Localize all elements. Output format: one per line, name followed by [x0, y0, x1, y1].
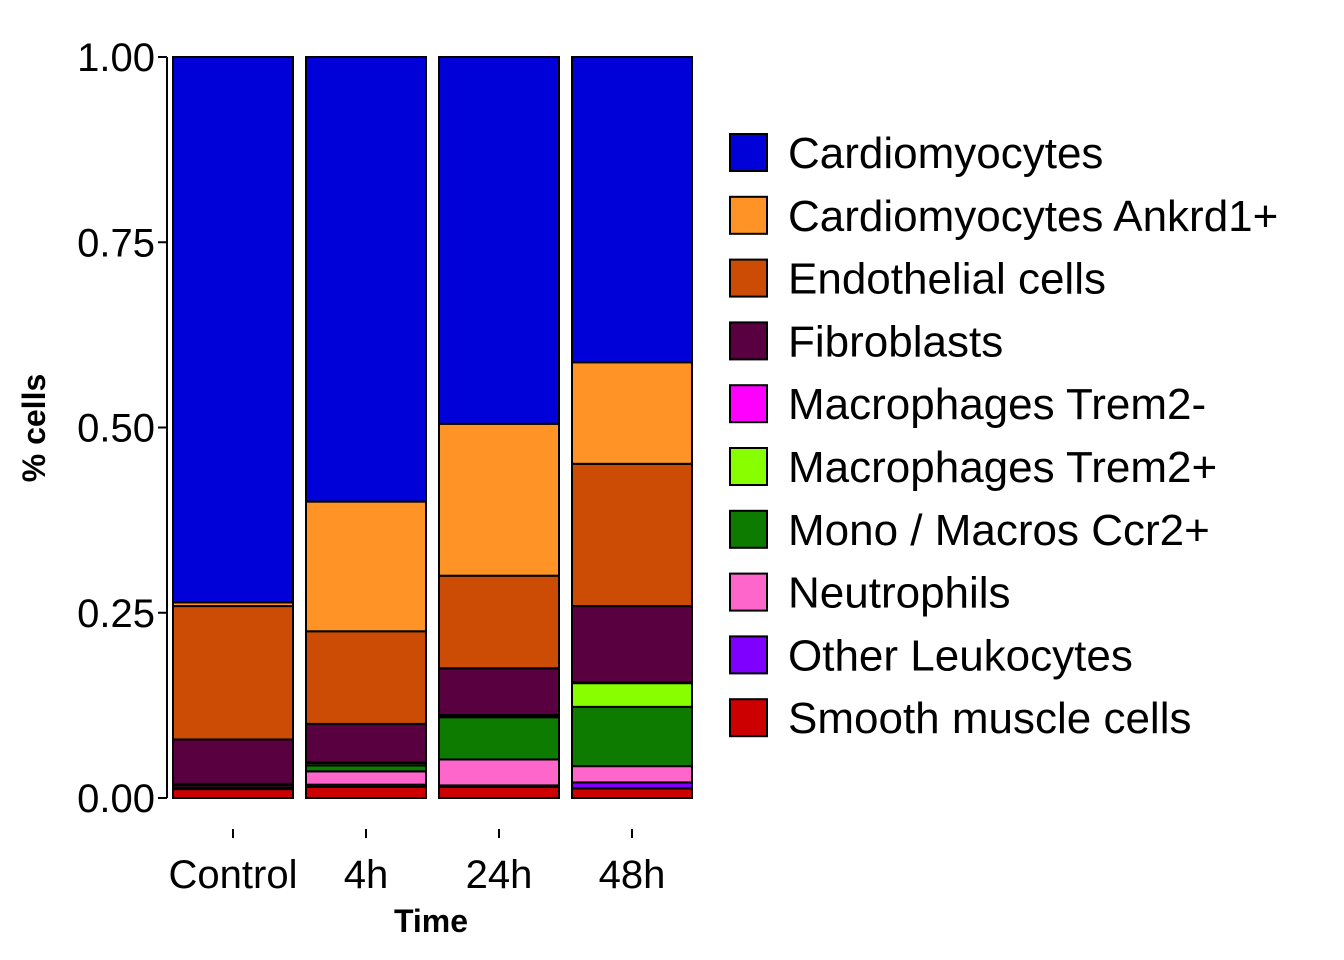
bar-segment-cardiomyocytes — [571, 56, 693, 364]
bar-stack-4h — [305, 56, 427, 800]
y-tick-label: 0.75 — [77, 221, 155, 265]
bar-segment-fibroblasts — [571, 605, 693, 684]
legend-label: Macrophages Trem2+ — [788, 443, 1217, 492]
bar-segment-cardiomyocytes — [305, 56, 427, 503]
bar-stack-48h — [571, 56, 693, 800]
bar-segment-neutrophils — [305, 770, 427, 786]
x-tick-label: 24h — [466, 853, 533, 897]
y-tick-label: 0.25 — [77, 592, 155, 636]
legend-item-smooth-muscle-cells: Smooth muscle cells — [729, 694, 1191, 743]
bar-segment-endothelial-cells — [172, 605, 294, 741]
bar-segment-fibroblasts — [438, 667, 560, 717]
legend-label: Cardiomyocytes Ankrd1+ — [788, 192, 1278, 241]
bar-segment-fibroblasts — [172, 738, 294, 785]
bar-segment-mono-macros-ccr2 — [571, 705, 693, 768]
bar-stack-control — [172, 56, 294, 799]
legend-item-cardiomyocytes-ankrd1: Cardiomyocytes Ankrd1+ — [729, 192, 1278, 241]
bar-segment-neutrophils — [571, 765, 693, 784]
x-axis-title: Time — [394, 903, 468, 939]
legend-swatch — [729, 698, 768, 738]
x-tick-label: 4h — [344, 853, 389, 897]
legend-label: Macrophages Trem2- — [788, 380, 1206, 429]
legend: Cardiomyocytes Cardiomyocytes Ankrd1+ Endo… — [729, 129, 1278, 743]
bar-segment-cardiomyocytes — [438, 56, 560, 425]
bar-segment-cardiomyocytes — [172, 56, 294, 604]
legend-item-neutrophils: Neutrophils — [729, 569, 1011, 618]
legend-swatch — [729, 133, 768, 172]
y-tick-label: 0.00 — [77, 777, 155, 821]
bar-segment-smooth-muscle-cells — [438, 785, 560, 800]
legend-swatch — [729, 258, 768, 298]
legend-swatch — [729, 572, 768, 612]
x-tick-label: 48h — [599, 853, 666, 897]
bar-segment-mono-macros-ccr2 — [438, 716, 560, 761]
bar-segment-endothelial-cells — [438, 574, 560, 670]
legend-item-macrophages-trem2: Macrophages Trem2- — [729, 380, 1206, 429]
bar-segment-smooth-muscle-cells — [172, 788, 294, 799]
legend-item-endothelial-cells: Endothelial cells — [729, 255, 1106, 304]
legend-label: Mono / Macros Ccr2+ — [788, 506, 1210, 555]
bar-segment-fibroblasts — [305, 722, 427, 764]
x-tick-label: Control — [169, 853, 298, 897]
bar-segment-cardiomyocytes-ankrd1 — [571, 361, 693, 465]
y-axis: 0.00 0.25 0.50 0.75 1.00 — [77, 36, 168, 821]
legend-label: Smooth muscle cells — [788, 694, 1191, 743]
legend-swatch — [729, 635, 768, 675]
bar-segment-smooth-muscle-cells — [571, 787, 693, 800]
legend-item-fibroblasts: Fibroblasts — [729, 317, 1003, 366]
y-tick-label: 0.50 — [77, 407, 155, 451]
legend-item-other-leukocytes: Other Leukocytes — [729, 631, 1133, 680]
legend-swatch — [729, 321, 768, 361]
x-axis: Control 4h 24h 48h — [169, 829, 666, 897]
bars — [172, 56, 693, 800]
bar-segment-endothelial-cells — [305, 630, 427, 725]
legend-label: Endothelial cells — [788, 255, 1106, 304]
y-tick-label: 1.00 — [77, 36, 155, 80]
legend-label: Neutrophils — [788, 569, 1011, 618]
legend-swatch — [729, 509, 768, 549]
legend-swatch — [729, 384, 768, 424]
bar-segment-cardiomyocytes-ankrd1 — [305, 500, 427, 633]
legend-label: Cardiomyocytes — [788, 129, 1103, 178]
bar-segment-endothelial-cells — [571, 462, 693, 608]
bar-segment-neutrophils — [438, 758, 560, 787]
legend-label: Other Leukocytes — [788, 631, 1133, 680]
legend-item-macrophages-trem2: Macrophages Trem2+ — [729, 443, 1217, 492]
bar-segment-smooth-muscle-cells — [305, 785, 427, 800]
legend-label: Fibroblasts — [788, 317, 1003, 366]
legend-item-mono-macros-ccr2: Mono / Macros Ccr2+ — [729, 506, 1210, 555]
legend-swatch — [729, 195, 768, 235]
y-axis-title: % cells — [16, 374, 52, 483]
legend-item-cardiomyocytes: Cardiomyocytes — [729, 129, 1103, 178]
bar-segment-macrophages-trem2 — [571, 682, 693, 708]
bar-stack-24h — [438, 56, 560, 800]
legend-swatch — [729, 447, 768, 486]
bar-segment-cardiomyocytes-ankrd1 — [438, 422, 560, 577]
